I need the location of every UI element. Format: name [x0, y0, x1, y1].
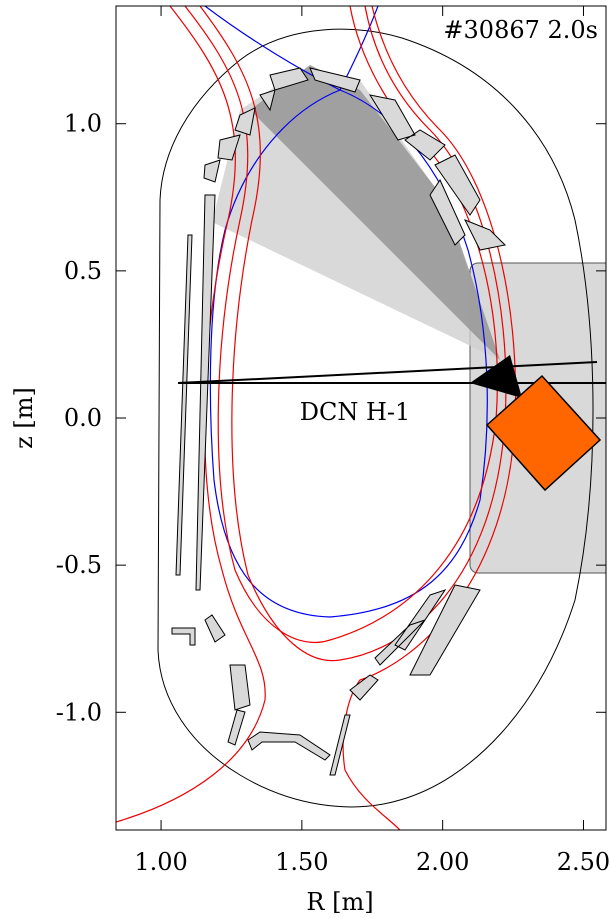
chart: #30867 2.0s DCN H-1 R [m] z [m] 1.00 1.50…: [0, 0, 610, 918]
x-axis-label: R [m]: [306, 888, 373, 916]
lower-tiles: [375, 585, 480, 675]
y-tick-label: -1.0: [56, 698, 102, 726]
y-tick-label: 0.5: [64, 257, 102, 285]
y-tick-label: 1.0: [64, 110, 102, 138]
y-tick-label: 0.0: [64, 404, 102, 432]
x-tick-label: 1.50: [275, 848, 328, 876]
x-tick-label: 1.00: [134, 848, 187, 876]
shot-label: #30867 2.0s: [443, 16, 598, 44]
inner-wall: [176, 195, 215, 590]
y-axis-label: z [m]: [10, 387, 38, 449]
x-tick-label: 2.00: [416, 848, 469, 876]
annotation: DCN H-1: [300, 398, 411, 426]
x-tick-label: 2.50: [557, 848, 610, 876]
lower-divertor: [172, 615, 378, 775]
y-tick-label: -0.5: [56, 551, 102, 579]
